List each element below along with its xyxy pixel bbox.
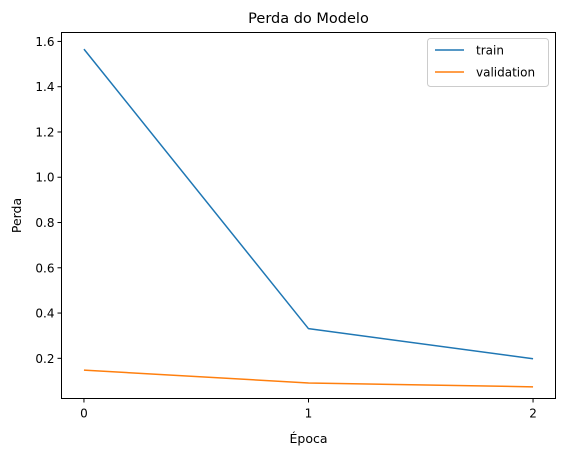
x-axis-ticks: 0 1 2 <box>80 398 537 421</box>
x-tick-label: 1 <box>305 407 313 421</box>
series-line-train <box>83 48 534 360</box>
legend-label-validation: validation <box>476 66 535 80</box>
y-tick-label: 0.6 <box>35 261 54 275</box>
plot-frame <box>61 32 556 399</box>
x-tick-label: 2 <box>529 407 537 421</box>
y-tick-label: 1.0 <box>35 171 54 185</box>
x-tick-label: 0 <box>80 407 88 421</box>
y-axis-ticks: 0.2 0.4 0.6 0.8 1.0 1.2 1.4 1.6 <box>35 35 62 366</box>
y-axis-label: Perda <box>9 198 24 233</box>
plot-area <box>83 48 534 388</box>
series-line-validation <box>83 369 534 388</box>
y-tick-label: 1.6 <box>35 35 54 49</box>
y-tick-label: 0.8 <box>35 216 54 230</box>
y-tick-label: 1.2 <box>35 125 54 139</box>
y-tick-label: 0.2 <box>35 352 54 366</box>
legend: train validation <box>427 38 549 87</box>
legend-label-train: train <box>476 44 504 58</box>
y-tick-label: 0.4 <box>35 307 54 321</box>
y-tick-label: 1.4 <box>35 80 54 94</box>
chart-title: Perda do Modelo <box>248 11 369 27</box>
x-axis-label: Época <box>289 431 327 446</box>
